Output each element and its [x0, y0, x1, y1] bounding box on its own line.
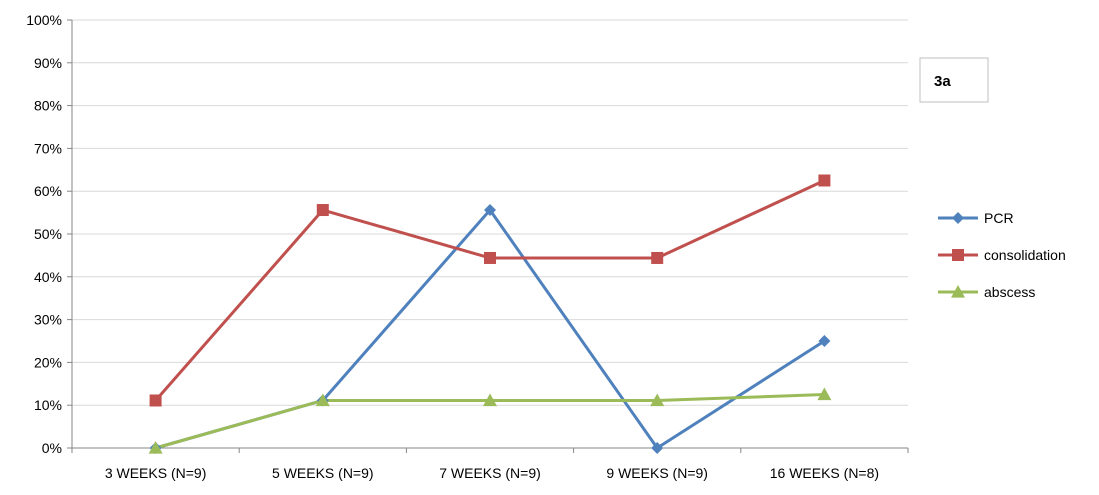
y-tick-label: 70%	[34, 140, 62, 156]
legend-marker	[952, 212, 964, 224]
legend-item: abscess	[938, 284, 1035, 300]
data-point-abscess	[315, 393, 330, 407]
data-point-abscess	[817, 387, 832, 401]
series-markers	[148, 174, 832, 454]
data-point-PCR	[818, 335, 831, 347]
data-point-abscess	[650, 393, 665, 407]
y-tick-label: 80%	[34, 98, 62, 114]
legend-item: consolidation	[938, 247, 1066, 263]
y-tick-label: 60%	[34, 183, 62, 199]
x-tick-label: 5 WEEKS (N=9)	[272, 465, 374, 481]
x-tick-label: 16 WEEKS (N=8)	[770, 465, 879, 481]
data-point-abscess	[148, 441, 163, 454]
annotation-frame	[919, 57, 989, 103]
data-point-consolidation	[149, 394, 162, 407]
legend-label: PCR	[984, 210, 1014, 226]
data-point-PCR	[651, 442, 664, 454]
y-tick-label: 50%	[34, 226, 62, 242]
legend-marker	[951, 285, 965, 298]
x-tick-label: 7 WEEKS (N=9)	[439, 465, 541, 481]
legend-marker	[952, 249, 964, 261]
data-point-PCR	[484, 204, 496, 217]
data-point-consolidation	[484, 251, 496, 264]
y-tick-label: 100%	[26, 12, 62, 28]
data-point-consolidation	[818, 174, 831, 187]
legend-item: PCR	[938, 210, 1014, 226]
legend: PCR consolidation abscess	[938, 210, 1066, 300]
annotation-box: 3a	[919, 57, 989, 103]
y-tick-label: 0%	[42, 440, 62, 456]
legend-label: abscess	[984, 284, 1035, 300]
legend-label: consolidation	[984, 247, 1066, 263]
x-tick-label: 9 WEEKS (N=9)	[606, 465, 708, 481]
data-point-abscess	[483, 393, 497, 407]
gridlines	[72, 19, 908, 406]
y-tick-label: 40%	[34, 269, 62, 285]
y-tick-label: 30%	[34, 312, 62, 328]
data-point-consolidation	[651, 251, 664, 264]
x-tick-label: 3 WEEKS (N=9)	[105, 465, 207, 481]
y-tick-label: 20%	[34, 354, 62, 370]
axes	[67, 19, 909, 453]
series-lines	[154, 179, 826, 450]
series-line-PCR	[155, 208, 826, 450]
y-tick-label: 10%	[34, 397, 62, 413]
annotation-label: 3a	[934, 73, 951, 90]
data-point-consolidation	[316, 204, 329, 217]
y-tick-label: 90%	[34, 55, 62, 71]
tick-labels: 0% 10% 20% 30% 40% 50% 60% 70% 80% 90% 100% 3 WEEKS…	[26, 12, 879, 481]
